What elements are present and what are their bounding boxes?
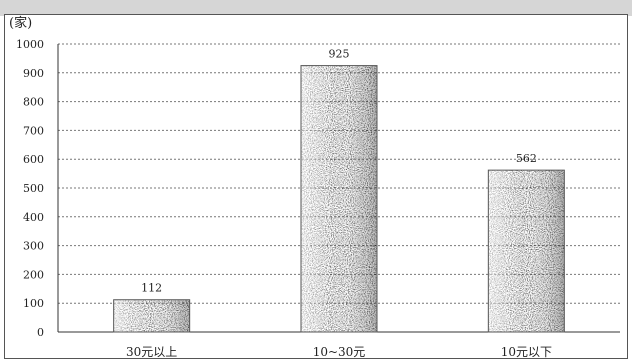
y-tick-label: 400 [23, 211, 44, 224]
y-tick-label: 800 [23, 96, 44, 109]
bar-outline [487, 169, 565, 333]
bar-outline [113, 299, 191, 333]
y-tick-label: 1000 [16, 38, 44, 51]
x-tick-label: 30元以上 [126, 345, 177, 359]
bar-value-label: 562 [516, 152, 537, 165]
data-labels: 112 925 562 [141, 48, 537, 295]
y-tick-label: 600 [23, 153, 44, 166]
bars [113, 65, 565, 333]
x-tick-label: 10~30元 [313, 345, 366, 359]
bar-outline [300, 65, 378, 333]
y-tick-label: 0 [37, 326, 44, 339]
y-tick-labels: 0 100 200 300 400 500 600 700 800 900 1000 [16, 38, 44, 339]
x-tick-labels: 30元以上 10~30元 10元以下 [126, 345, 552, 359]
y-tick-label: 500 [23, 182, 44, 195]
y-tick-label: 700 [23, 124, 44, 137]
y-tick-label: 200 [23, 268, 44, 281]
bar-value-label: 925 [329, 48, 350, 61]
bar-value-label: 112 [141, 282, 162, 295]
y-tick-label: 100 [23, 297, 44, 310]
y-axis-unit-label: (家) [9, 15, 32, 31]
top-band [0, 0, 632, 16]
x-tick-label: 10元以下 [501, 345, 552, 359]
y-tick-label: 900 [23, 67, 44, 80]
y-tick-label: 300 [23, 240, 44, 253]
